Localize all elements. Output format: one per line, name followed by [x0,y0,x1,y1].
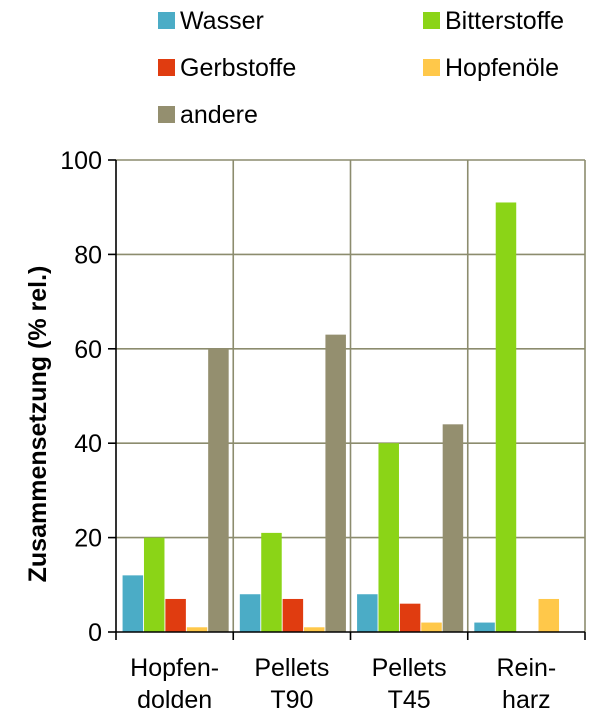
y-tick-label: 100 [60,147,102,175]
x-category-labels: Hopfen-dolden Pellets T90 Pellets T45 Rein-ha… [130,654,556,711]
bar-wasser-0 [122,575,144,632]
legend: Wasser Bitterstoffe Gerbstoffe Hopfenöle and… [158,7,564,129]
x-category-label: Pellets T45 [372,654,447,711]
bar-gerbstoffe-0 [165,598,186,632]
legend-item-andere: andere [158,101,258,129]
legend-label: andere [180,101,258,129]
bar-hopfen-le-3 [538,598,560,632]
y-tick-labels: 0 20 40 60 80 100 [60,147,102,647]
bar-wasser-3 [474,622,495,632]
legend-item-bitterstoffe: Bitterstoffe [423,7,564,35]
bar-andere-1 [325,334,346,632]
bar-gerbstoffe-2 [399,603,421,632]
x-category-label: Rein-harz [497,654,557,711]
legend-item-gerbstoffe: Gerbstoffe [158,54,296,82]
legend-swatch [158,12,175,29]
legend-label: Gerbstoffe [180,54,296,82]
axes [108,159,586,640]
y-tick-label: 0 [88,619,102,647]
bar-hopfen-le-2 [421,622,442,632]
legend-swatch [158,59,175,76]
y-tick-label: 80 [74,241,102,269]
bar-andere-2 [442,424,464,632]
bar-gerbstoffe-1 [282,598,304,632]
bar-bitterstoffe-3 [495,202,517,633]
x-category-label: Hopfen-dolden [130,654,219,711]
gridlines [116,159,586,632]
legend-label: Wasser [180,7,264,35]
bar-wasser-2 [357,594,378,632]
bar-wasser-1 [239,594,261,632]
bar-hopfen-le-0 [186,627,208,632]
legend-label: Hopfenöle [445,54,559,82]
bar-hopfen-le-1 [304,627,325,632]
y-tick-label: 20 [74,525,102,553]
x-category-label: Pellets T90 [254,654,329,711]
bar-bitterstoffe-2 [378,443,399,632]
legend-swatch [158,106,175,123]
y-axis-label: Zusammensetzung (% rel.) [24,266,52,583]
bars [122,202,560,633]
legend-label: Bitterstoffe [445,7,564,35]
legend-item-hopfen-le: Hopfenöle [423,54,559,82]
bar-bitterstoffe-0 [143,537,165,632]
y-tick-label: 40 [74,430,102,458]
legend-swatch [423,59,440,76]
bar-andere-0 [208,348,229,632]
legend-item-wasser: Wasser [158,7,264,35]
y-tick-label: 60 [74,336,102,364]
bar-bitterstoffe-1 [261,532,282,632]
legend-swatch [423,12,440,29]
